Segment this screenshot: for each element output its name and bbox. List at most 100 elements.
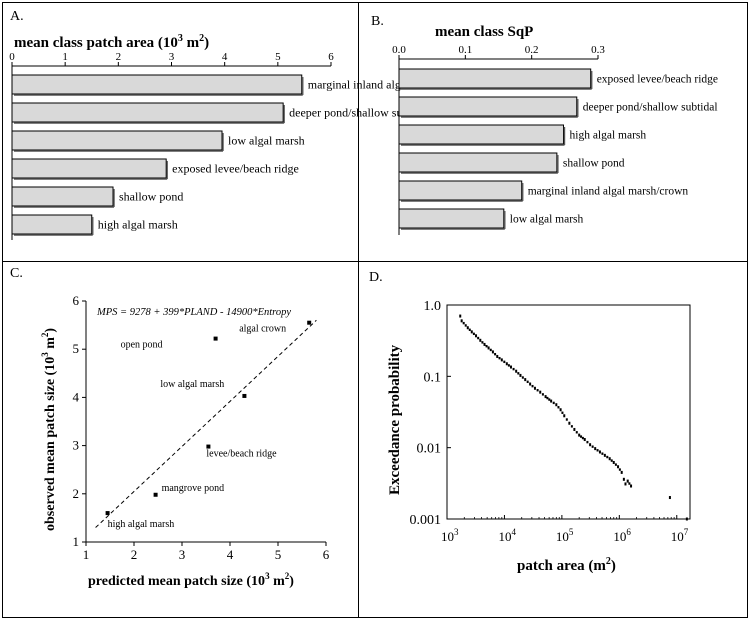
regression-line <box>95 319 317 528</box>
bar-label: shallow pond <box>563 158 625 170</box>
data-point <box>563 414 566 418</box>
data-point <box>524 378 527 382</box>
data-point <box>570 425 573 428</box>
x-tick-label: 107 <box>671 527 689 544</box>
data-point <box>483 342 486 346</box>
panel-letter-b: B. <box>371 14 384 29</box>
tick-label: 0 <box>9 51 15 63</box>
bar-label: high algal marsh <box>570 130 647 142</box>
point-label: levee/beach ridge <box>206 449 277 460</box>
data-point <box>575 431 578 434</box>
data-point <box>462 321 465 325</box>
x-tick-label: 2 <box>131 547 138 562</box>
data-point <box>550 399 553 403</box>
x-tick-label: 103 <box>441 527 459 544</box>
data-point <box>515 369 518 373</box>
data-point <box>610 459 613 462</box>
data-point <box>521 376 524 379</box>
chart-b-bars: exposed levee/beach ridge deeper pond/sha… <box>398 68 718 230</box>
bar <box>11 186 114 207</box>
chart-c: MPS = 9278 + 399*PLAND - 14900*Entropy p… <box>40 293 330 589</box>
data-point <box>512 367 515 371</box>
data-point <box>105 511 110 516</box>
data-point <box>489 348 492 352</box>
panel-letter-c: C. <box>10 266 23 281</box>
data-point <box>526 380 529 384</box>
data-point <box>470 330 473 334</box>
data-point <box>206 444 211 449</box>
chart-b-title: mean class SqP <box>435 24 533 40</box>
data-point <box>555 403 558 407</box>
data-point <box>618 468 621 471</box>
data-point <box>581 436 584 440</box>
data-point <box>612 460 615 464</box>
point-label: low algal marsh <box>160 379 224 390</box>
data-point <box>485 344 488 348</box>
data-point <box>541 393 544 396</box>
y-tick-label: 3 <box>73 438 80 453</box>
data-point <box>475 334 478 338</box>
data-point <box>213 336 218 341</box>
bar-label: exposed levee/beach ridge <box>172 162 299 176</box>
data-point <box>606 455 609 459</box>
data-point <box>496 354 499 358</box>
y-tick-label: 0.01 <box>417 442 442 457</box>
data-point <box>603 453 606 457</box>
data-point <box>552 401 555 405</box>
x-tick-label: 1 <box>83 547 90 562</box>
data-point <box>536 389 539 392</box>
data-point <box>477 336 480 340</box>
data-point <box>559 408 562 412</box>
data-point <box>630 484 633 488</box>
tick-label: 4 <box>222 51 228 63</box>
data-point <box>531 384 534 388</box>
bar-label: exposed levee/beach ridge <box>597 74 718 86</box>
y-tick-label: 1 <box>73 534 80 549</box>
data-point <box>544 395 547 399</box>
data-point <box>617 465 620 469</box>
chart-a-tick-labels: 0 1 2 3 4 5 6 <box>9 51 334 63</box>
y-tick-label: 0.1 <box>424 370 442 385</box>
data-point <box>578 433 581 437</box>
chart-a: mean class patch area (103 m2) 0 1 2 3 4 5 6 m… <box>9 33 442 240</box>
bar <box>11 102 284 123</box>
data-point <box>533 386 536 390</box>
panel-letter-a: A. <box>10 9 24 24</box>
bar <box>398 152 558 173</box>
data-point <box>548 398 551 401</box>
data-point <box>626 479 629 483</box>
chart-c-axis: 1 2 3 4 5 6 1 2 3 4 5 6 <box>73 293 330 562</box>
chart-b: mean class SqP 0.0 0.1 0.2 0.3 exposed leve… <box>392 24 718 235</box>
point-label: open pond <box>121 340 163 351</box>
tick-label: 3 <box>169 51 175 63</box>
data-point <box>479 338 482 342</box>
y-tick-label: 5 <box>73 341 80 356</box>
y-tick-label: 0.001 <box>410 513 442 528</box>
bar <box>398 68 592 89</box>
chart-a-title: mean class patch area (103 m2) <box>14 33 209 51</box>
tick-label: 0.0 <box>392 44 406 56</box>
bar-label: low algal marsh <box>510 214 584 226</box>
bar <box>398 124 565 145</box>
bar <box>11 74 303 95</box>
bar <box>11 214 93 235</box>
x-tick-label: 106 <box>613 527 631 544</box>
data-point <box>517 372 520 375</box>
data-point <box>468 328 471 332</box>
panel-letter-d: D. <box>369 270 383 285</box>
chart-d: Exceedance probability patch area (m2) 1… <box>387 299 691 574</box>
data-point <box>464 324 467 327</box>
tick-label: 0.2 <box>525 44 539 56</box>
data-point <box>509 365 512 369</box>
bar <box>398 208 505 229</box>
x-tick-label: 4 <box>227 547 234 562</box>
data-point <box>601 452 604 455</box>
data-point <box>472 332 475 336</box>
data-point <box>507 364 510 367</box>
data-point <box>503 360 506 364</box>
y-tick-label: 1.0 <box>424 299 442 314</box>
chart-d-marks <box>459 314 688 521</box>
